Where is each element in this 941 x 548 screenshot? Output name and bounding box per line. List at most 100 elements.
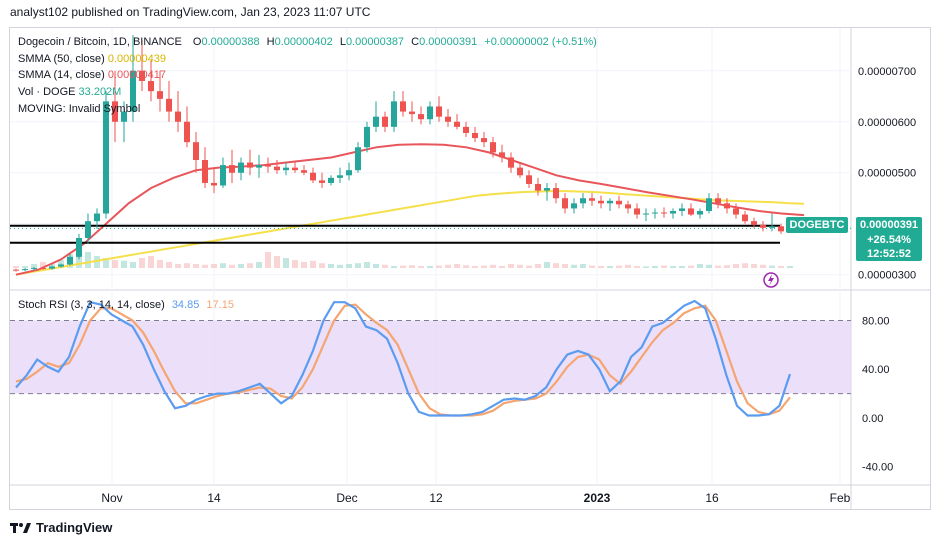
candle-body bbox=[400, 101, 406, 112]
volume-bar bbox=[103, 258, 109, 268]
candle-body bbox=[310, 172, 316, 181]
candle-body bbox=[661, 212, 667, 214]
volume-bar bbox=[778, 266, 784, 268]
volume-bar bbox=[715, 265, 721, 268]
candle-body bbox=[148, 80, 154, 92]
volume-bar bbox=[40, 262, 46, 268]
price-tick-label: 0.00000600 bbox=[858, 117, 916, 129]
volume-bar bbox=[364, 262, 370, 268]
volume-label: Vol · DOGE bbox=[18, 86, 76, 98]
volume-bar bbox=[580, 264, 586, 268]
low-label: L bbox=[339, 36, 346, 48]
volume-bar bbox=[292, 260, 298, 268]
smma14-label: SMMA (14, close) bbox=[18, 69, 105, 81]
candle-body bbox=[103, 101, 109, 214]
volume-bar bbox=[202, 264, 208, 268]
volume-bar bbox=[220, 263, 226, 268]
candle-body bbox=[724, 203, 730, 209]
stoch-rsi-label: Stoch RSI (3, 3, 14, 14, close) bbox=[18, 299, 165, 311]
volume-bar bbox=[634, 266, 640, 268]
x-tick-label: Dec bbox=[336, 491, 357, 505]
volume-bar bbox=[247, 263, 253, 268]
volume-bar bbox=[301, 262, 307, 268]
candle-body bbox=[463, 126, 469, 133]
candle-body bbox=[607, 200, 613, 204]
volume-bar bbox=[751, 264, 757, 268]
low-value: 0.00000387 bbox=[345, 36, 405, 48]
smma50-label: SMMA (50, close) bbox=[18, 53, 105, 65]
candle-body bbox=[202, 160, 208, 183]
candle-body bbox=[193, 142, 199, 160]
candle-body bbox=[544, 188, 550, 191]
candle-body bbox=[598, 200, 604, 204]
volume-bar bbox=[508, 264, 514, 268]
x-tick-label: Feb bbox=[830, 491, 851, 505]
candle-body bbox=[265, 165, 271, 167]
candle-body bbox=[625, 204, 631, 209]
volume-bar bbox=[13, 266, 19, 268]
volume-bar bbox=[499, 266, 505, 268]
candle-body bbox=[301, 170, 307, 173]
volume-bar bbox=[283, 258, 289, 268]
candle-body bbox=[517, 167, 523, 176]
x-tick-label: 16 bbox=[705, 491, 719, 505]
smma14-line bbox=[15, 143, 805, 276]
volume-bar bbox=[355, 263, 361, 268]
candle-body bbox=[436, 106, 442, 117]
candle-body bbox=[364, 126, 370, 148]
volume-bar bbox=[481, 265, 487, 268]
volume-bar bbox=[589, 265, 595, 268]
volume-bar bbox=[112, 260, 118, 268]
candle-body bbox=[13, 269, 19, 271]
candle-body bbox=[769, 226, 775, 228]
stoch-rsi-k-value: 34.85 bbox=[171, 299, 200, 311]
candle-body bbox=[760, 224, 766, 228]
open-value: 0.00000388 bbox=[201, 36, 260, 48]
close-value: 0.00000391 bbox=[419, 36, 478, 48]
volume-bar bbox=[211, 264, 217, 268]
volume-bar bbox=[625, 264, 631, 268]
volume-bar bbox=[31, 264, 37, 268]
candle-body bbox=[175, 111, 181, 122]
published-by: analyst102 published on TradingView.com,… bbox=[10, 5, 371, 19]
candle-body bbox=[481, 138, 487, 143]
candle-body bbox=[184, 121, 190, 143]
volume-bar bbox=[472, 266, 478, 268]
candle-body bbox=[382, 116, 388, 127]
candle-body bbox=[508, 157, 514, 168]
volume-bar bbox=[139, 258, 145, 268]
volume-bar bbox=[571, 264, 577, 268]
volume-bar bbox=[229, 264, 235, 268]
x-tick-label: Nov bbox=[101, 491, 122, 505]
volume-bar bbox=[760, 264, 766, 268]
x-tick-label: 14 bbox=[207, 491, 221, 505]
tradingview-footer[interactable]: TradingView bbox=[10, 520, 112, 535]
candle-body bbox=[643, 213, 649, 215]
smma14-legend: SMMA (14, close) 0.00000417 bbox=[18, 67, 166, 83]
volume-bar bbox=[544, 262, 550, 268]
symbol-title: Dogecoin / Bitcoin, 1D, BINANCE bbox=[18, 36, 182, 48]
volume-bar bbox=[706, 264, 712, 268]
candle-body bbox=[40, 268, 46, 270]
candle-body bbox=[499, 152, 505, 158]
volume-bar bbox=[526, 265, 532, 268]
candle-body bbox=[355, 147, 361, 171]
candle-body bbox=[337, 175, 343, 178]
candle-body bbox=[670, 210, 676, 214]
candle-body bbox=[157, 91, 163, 99]
candle-body bbox=[85, 221, 91, 238]
high-value: 0.00000402 bbox=[274, 36, 333, 48]
candle-body bbox=[634, 208, 640, 215]
x-tick-label: 2023 bbox=[584, 491, 611, 505]
volume-bar bbox=[157, 260, 163, 268]
volume-bar bbox=[148, 256, 154, 268]
volume-bar bbox=[436, 265, 442, 268]
candle-body bbox=[535, 183, 541, 191]
volume-bar bbox=[409, 265, 415, 268]
volume-bar bbox=[382, 264, 388, 268]
candle-body bbox=[166, 98, 172, 112]
candle-body bbox=[58, 264, 64, 267]
moving-label: MOVING: Invalid Symbol bbox=[18, 103, 141, 115]
volume-bar bbox=[310, 260, 316, 268]
volume-bar bbox=[562, 264, 568, 268]
